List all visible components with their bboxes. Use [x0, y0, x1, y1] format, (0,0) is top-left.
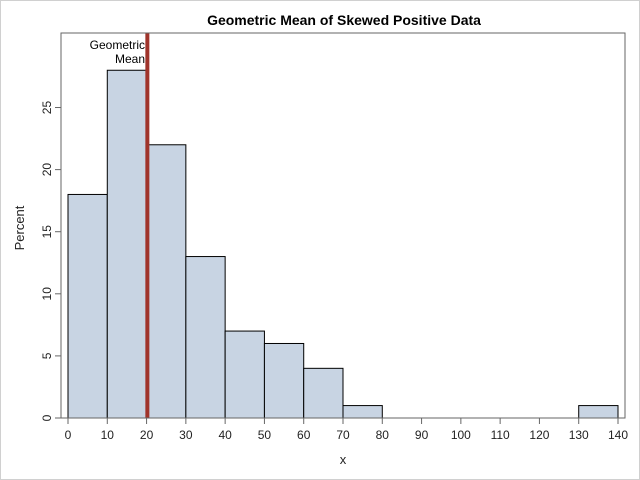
x-tick-label: 130 [569, 428, 589, 442]
y-tick-label: 10 [40, 287, 54, 301]
x-tick-label: 70 [336, 428, 350, 442]
chart-title: Geometric Mean of Skewed Positive Data [207, 12, 481, 28]
x-tick-label: 100 [451, 428, 471, 442]
x-tick-label: 40 [218, 428, 232, 442]
histogram-bar [224, 330, 265, 419]
y-tick-label: 15 [40, 225, 54, 239]
reference-line-label-2: Mean [115, 52, 145, 66]
histogram-bar [185, 256, 226, 419]
y-tick-label: 0 [40, 414, 54, 421]
x-tick-label: 0 [65, 428, 72, 442]
reference-line-label-1: Geometric [90, 38, 145, 52]
histogram-bar [303, 367, 344, 419]
y-axis-ticks: 0 5 10 15 20 25 [40, 101, 61, 421]
x-tick-label: 50 [258, 428, 272, 442]
x-tick-label: 140 [608, 428, 628, 442]
x-tick-label: 10 [101, 428, 115, 442]
bars-group [67, 69, 619, 419]
histogram-bar [67, 193, 108, 419]
x-tick-label: 120 [529, 428, 549, 442]
x-tick-label: 90 [415, 428, 429, 442]
histogram-bar [106, 69, 148, 419]
x-tick-label: 110 [491, 428, 510, 442]
y-tick-label: 25 [40, 101, 54, 115]
y-tick-label: 5 [40, 352, 54, 359]
x-tick-label: 60 [297, 428, 311, 442]
histogram-bar [146, 144, 187, 419]
histogram-bar [342, 405, 383, 419]
x-tick-label: 20 [140, 428, 154, 442]
x-tick-label: 30 [179, 428, 193, 442]
x-axis-ticks: 0 10 20 30 40 50 60 70 80 90 100 110 120 130 140 [61, 417, 628, 442]
histogram-bar [578, 405, 619, 419]
x-tick-label: 80 [376, 428, 390, 442]
y-tick-label: 20 [40, 163, 54, 177]
y-axis-label: Percent [12, 205, 27, 250]
histogram-bar [263, 342, 305, 419]
x-axis-label: x [340, 452, 347, 467]
